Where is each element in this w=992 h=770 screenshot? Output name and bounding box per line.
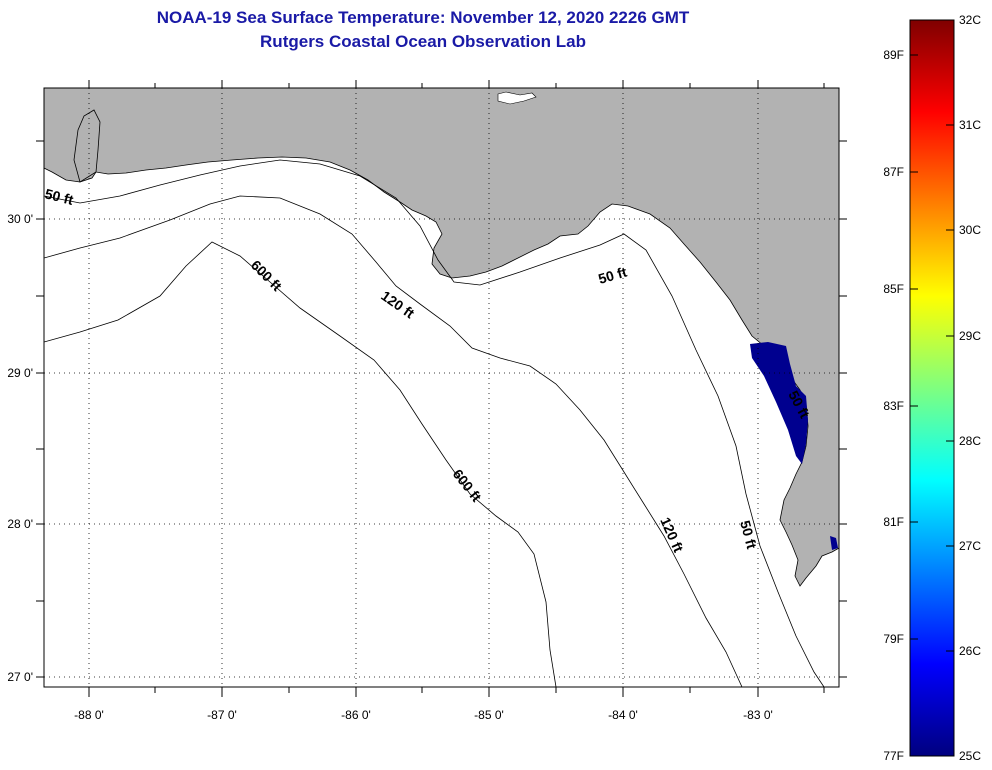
cb-label-29c: 29C <box>959 329 981 343</box>
title-line-2: Rutgers Coastal Ocean Observation Lab <box>260 32 586 51</box>
map-frame <box>43 87 840 688</box>
colorbar-ticks <box>910 19 954 757</box>
colorbar-gradient <box>909 19 955 757</box>
lat-label-29: 29 0' <box>7 366 33 380</box>
cb-label-31c: 31C <box>959 118 981 132</box>
cb-label-77f: 77F <box>883 749 904 763</box>
cb-label-32c: 32C <box>959 13 981 27</box>
land-mass <box>44 88 839 587</box>
sst-data-patch-small <box>830 536 838 550</box>
cb-label-27c: 27C <box>959 539 981 553</box>
title-line-1: NOAA-19 Sea Surface Temperature: Novembe… <box>156 8 690 27</box>
latitude-axis: 30 0' 29 0' 28 0' 27 0' <box>7 212 33 684</box>
cb-label-25c: 25C <box>959 749 981 763</box>
lat-label-30: 30 0' <box>7 212 33 226</box>
tick-marks <box>36 80 847 697</box>
map-plot-area: 50 ft 50 ft 50 ft 50 ft 120 ft 120 ft 60… <box>7 80 847 722</box>
cb-label-26c: 26C <box>959 644 981 658</box>
lon-label-85: -85 0' <box>474 708 504 722</box>
sst-data-patch <box>750 342 808 464</box>
colorbar-fahrenheit-labels: 89F 87F 85F 83F 81F 79F 77F <box>883 48 904 763</box>
cb-label-83f: 83F <box>883 399 904 413</box>
map-title: NOAA-19 Sea Surface Temperature: Novembe… <box>0 6 846 54</box>
lon-label-86: -86 0' <box>341 708 371 722</box>
contour-label-50ft-south: 50 ft <box>737 519 760 551</box>
contour-120ft <box>44 195 743 687</box>
cb-label-87f: 87F <box>883 165 904 179</box>
cb-label-89f: 89F <box>883 48 904 62</box>
contour-50ft <box>44 159 825 687</box>
colorbar-celsius-labels: 32C 31C 30C 29C 28C 27C 26C 25C <box>959 13 981 763</box>
lat-label-27: 27 0' <box>7 670 33 684</box>
cb-label-79f: 79F <box>883 632 904 646</box>
lon-label-83: -83 0' <box>743 708 773 722</box>
lon-label-88: -88 0' <box>74 708 104 722</box>
cb-label-85f: 85F <box>883 282 904 296</box>
lon-label-84: -84 0' <box>608 708 638 722</box>
inland-lake <box>497 91 537 105</box>
colorbar: 89F 87F 85F 83F 81F 79F 77F 32C 31C 30C … <box>883 13 981 763</box>
contour-label-50ft-west: 50 ft <box>43 185 75 208</box>
contour-600ft <box>44 241 557 687</box>
lon-label-87: -87 0' <box>207 708 237 722</box>
cb-label-30c: 30C <box>959 223 981 237</box>
cb-label-28c: 28C <box>959 434 981 448</box>
cb-label-81f: 81F <box>883 515 904 529</box>
contour-label-50ft-east: 50 ft <box>596 263 628 286</box>
longitude-axis: -88 0' -87 0' -86 0' -85 0' -84 0' -83 0… <box>74 708 773 722</box>
mobile-bay-land <box>73 109 101 183</box>
lat-label-28: 28 0' <box>7 517 33 531</box>
